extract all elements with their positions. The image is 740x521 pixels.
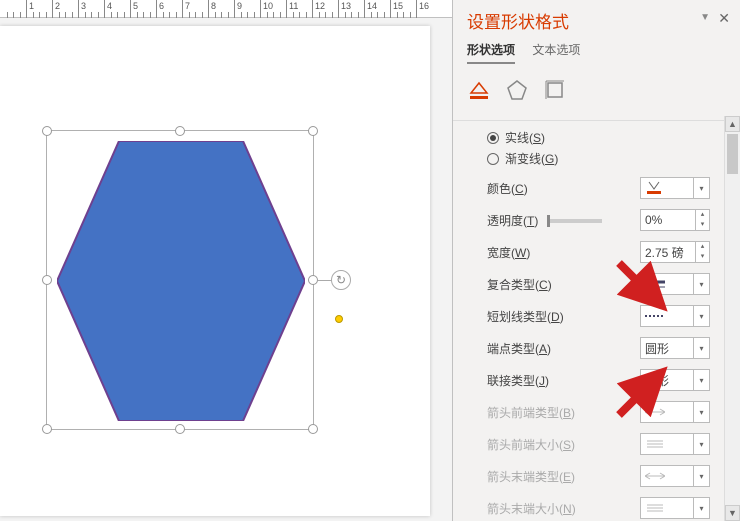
transparency-slider[interactable]: [550, 219, 602, 223]
dash-select[interactable]: ▾: [640, 305, 710, 327]
resize-handle-ml[interactable]: [42, 275, 52, 285]
fill-line-icon[interactable]: [467, 78, 491, 102]
scroll-down-icon[interactable]: ▼: [725, 505, 740, 521]
tab-text-options[interactable]: 文本选项: [532, 41, 580, 62]
color-picker[interactable]: ▾: [640, 177, 710, 199]
scroll-up-icon[interactable]: ▲: [725, 116, 740, 132]
size-props-icon[interactable]: [543, 78, 567, 102]
prop-width: 宽度(W) 2.75 磅▴▾: [487, 241, 710, 263]
adjust-handle[interactable]: [335, 315, 343, 323]
prop-arrow-end-type: 箭头末端类型(E) ▾: [487, 465, 710, 487]
close-icon[interactable]: ✕: [718, 10, 730, 27]
join-select[interactable]: 圆形▾: [640, 369, 710, 391]
slide-canvas-area: ↻: [0, 0, 453, 521]
radio-gradient-label: 渐变线: [505, 152, 541, 166]
format-shape-panel: 设置形状格式 ▼ ✕ 形状选项 文本选项 实线(S) 渐变线(G) 颜色(C) …: [453, 0, 740, 521]
panel-menu-icon[interactable]: ▼: [700, 12, 710, 23]
width-input[interactable]: 2.75 磅▴▾: [640, 241, 710, 263]
horizontal-ruler: [0, 0, 452, 18]
resize-handle-mr[interactable]: [308, 275, 318, 285]
compound-select[interactable]: ▾: [640, 273, 710, 295]
scrollbar[interactable]: ▲ ▼: [724, 116, 740, 521]
rotate-handle[interactable]: ↻: [331, 270, 351, 290]
resize-handle-bm[interactable]: [175, 424, 185, 434]
prop-dash: 短划线类型(D) ▾: [487, 305, 710, 327]
prop-arrow-end-size: 箭头末端大小(N) ▾: [487, 497, 710, 519]
resize-handle-bl[interactable]: [42, 424, 52, 434]
transparency-input[interactable]: 0%▴▾: [640, 209, 710, 231]
slide[interactable]: ↻: [0, 26, 430, 516]
arrow-begin-type-select: ▾: [640, 401, 710, 423]
radio-solid-label: 实线: [505, 131, 529, 145]
resize-handle-tm[interactable]: [175, 126, 185, 136]
prop-join: 联接类型(J) 圆形▾: [487, 369, 710, 391]
prop-compound: 复合类型(C) ▾: [487, 273, 710, 295]
prop-cap: 端点类型(A) 圆形▾: [487, 337, 710, 359]
panel-title: 设置形状格式: [467, 8, 740, 33]
prop-arrow-begin-size: 箭头前端大小(S) ▾: [487, 433, 710, 455]
radio-solid-line[interactable]: 实线(S): [487, 129, 710, 146]
selection-box[interactable]: ↻: [46, 130, 314, 430]
cap-select[interactable]: 圆形▾: [640, 337, 710, 359]
properties-scroll: 实线(S) 渐变线(G) 颜色(C) ▾ 透明度(T) 0%▴▾ 宽度(W) 2…: [453, 116, 724, 521]
category-iconbar: [467, 78, 740, 102]
effects-icon[interactable]: [505, 78, 529, 102]
resize-handle-br[interactable]: [308, 424, 318, 434]
tab-shape-options[interactable]: 形状选项: [467, 41, 515, 64]
scroll-thumb[interactable]: [727, 134, 738, 174]
hexagon-shape[interactable]: [57, 141, 305, 421]
prop-color: 颜色(C) ▾: [487, 177, 710, 199]
radio-gradient-line[interactable]: 渐变线(G): [487, 150, 710, 167]
prop-arrow-begin-type: 箭头前端类型(B) ▾: [487, 401, 710, 423]
panel-tabs: 形状选项 文本选项: [467, 41, 740, 64]
arrow-end-type-select: ▾: [640, 465, 710, 487]
arrow-begin-size-select: ▾: [640, 433, 710, 455]
resize-handle-tr[interactable]: [308, 126, 318, 136]
prop-transparency: 透明度(T) 0%▴▾: [487, 209, 710, 231]
resize-handle-tl[interactable]: [42, 126, 52, 136]
arrow-end-size-select: ▾: [640, 497, 710, 519]
